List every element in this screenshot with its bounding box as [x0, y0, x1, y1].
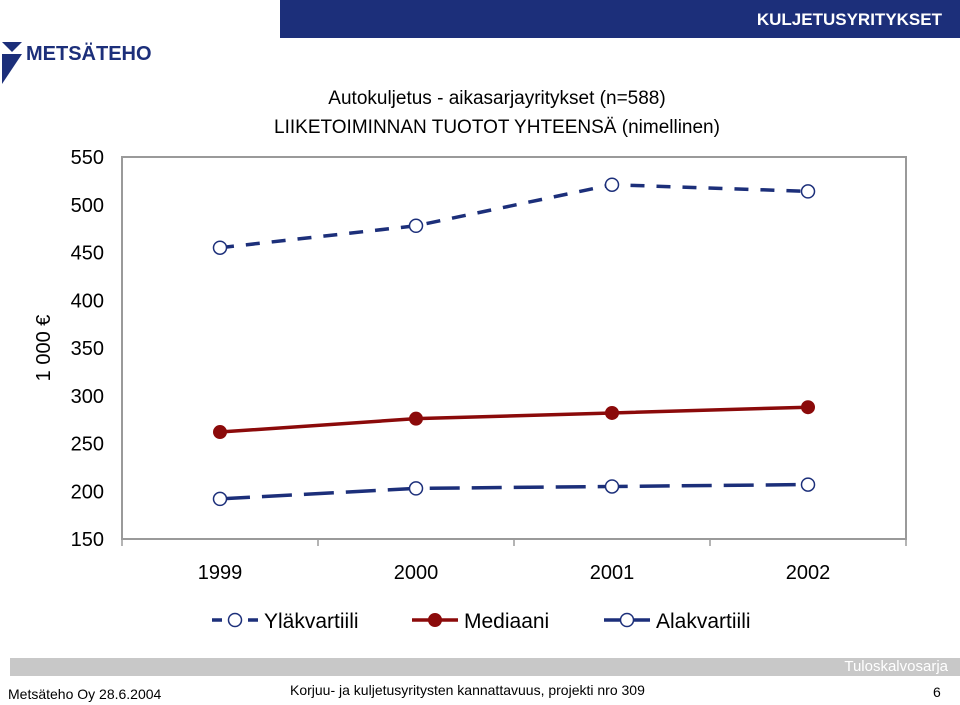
data-point [212, 491, 228, 507]
y-tick-label: 200 [71, 481, 104, 503]
y-tick-label: 150 [71, 529, 104, 551]
data-point [408, 218, 424, 234]
header-title: KULJETUSYRITYKSET [756, 10, 942, 29]
logo-mark-bottom [2, 54, 22, 84]
x-tick-label: 2000 [394, 562, 439, 584]
y-tick-label: 300 [71, 386, 104, 408]
data-point [800, 184, 816, 199]
footer-center: Korjuu- ja kuljetusyritysten kannattavuu… [290, 682, 645, 698]
x-tick-label: 2002 [786, 562, 831, 584]
legend-label: Alakvartiili [656, 610, 751, 633]
data-point [800, 477, 816, 492]
y-tick-label: 500 [71, 195, 104, 217]
y-tick-label: 450 [71, 243, 104, 265]
series-line-3 [219, 482, 809, 501]
series-line-1 [219, 182, 809, 250]
footer-band: Tuloskalvosarja [10, 658, 960, 676]
y-tick-label: 350 [71, 338, 104, 360]
legend-marker [227, 612, 243, 628]
footer-page-number: 6 [933, 684, 941, 700]
data-point [408, 481, 424, 496]
metsateho-logo: METSÄTEHO [2, 42, 152, 84]
logo-mark-top [2, 42, 22, 52]
chart: Autokuljetus - aikasarjayritykset (n=588… [33, 88, 907, 633]
data-point [212, 240, 228, 255]
y-tick-label: 250 [71, 434, 104, 456]
footer-band-label: Tuloskalvosarja [844, 658, 948, 675]
y-axis-label: 1 000 € [33, 315, 55, 382]
y-tick-label: 400 [71, 290, 104, 312]
data-point [213, 425, 227, 440]
legend-label: Mediaani [464, 610, 549, 633]
data-point [604, 479, 620, 494]
y-tick-label: 550 [71, 147, 104, 169]
x-tick-label: 2001 [590, 562, 635, 584]
header-bar: KULJETUSYRITYKSET [280, 0, 960, 38]
data-point [409, 411, 423, 426]
footer-left: Metsäteho Oy 28.6.2004 [8, 686, 162, 702]
data-point [604, 177, 620, 192]
legend-label: Yläkvartiili [264, 610, 359, 633]
series-line-2 [219, 405, 809, 434]
chart-title: Autokuljetus - aikasarjayritykset (n=588… [328, 88, 665, 109]
data-point [801, 400, 815, 415]
legend-marker [428, 613, 442, 627]
data-point [605, 405, 619, 420]
plot-area [121, 156, 907, 540]
chart-subtitle: LIIKETOIMINNAN TUOTOT YHTEENSÄ (nimellin… [274, 117, 720, 138]
legend-marker [619, 612, 635, 628]
x-tick-label: 1999 [198, 562, 243, 584]
logo-text: METSÄTEHO [26, 42, 152, 65]
